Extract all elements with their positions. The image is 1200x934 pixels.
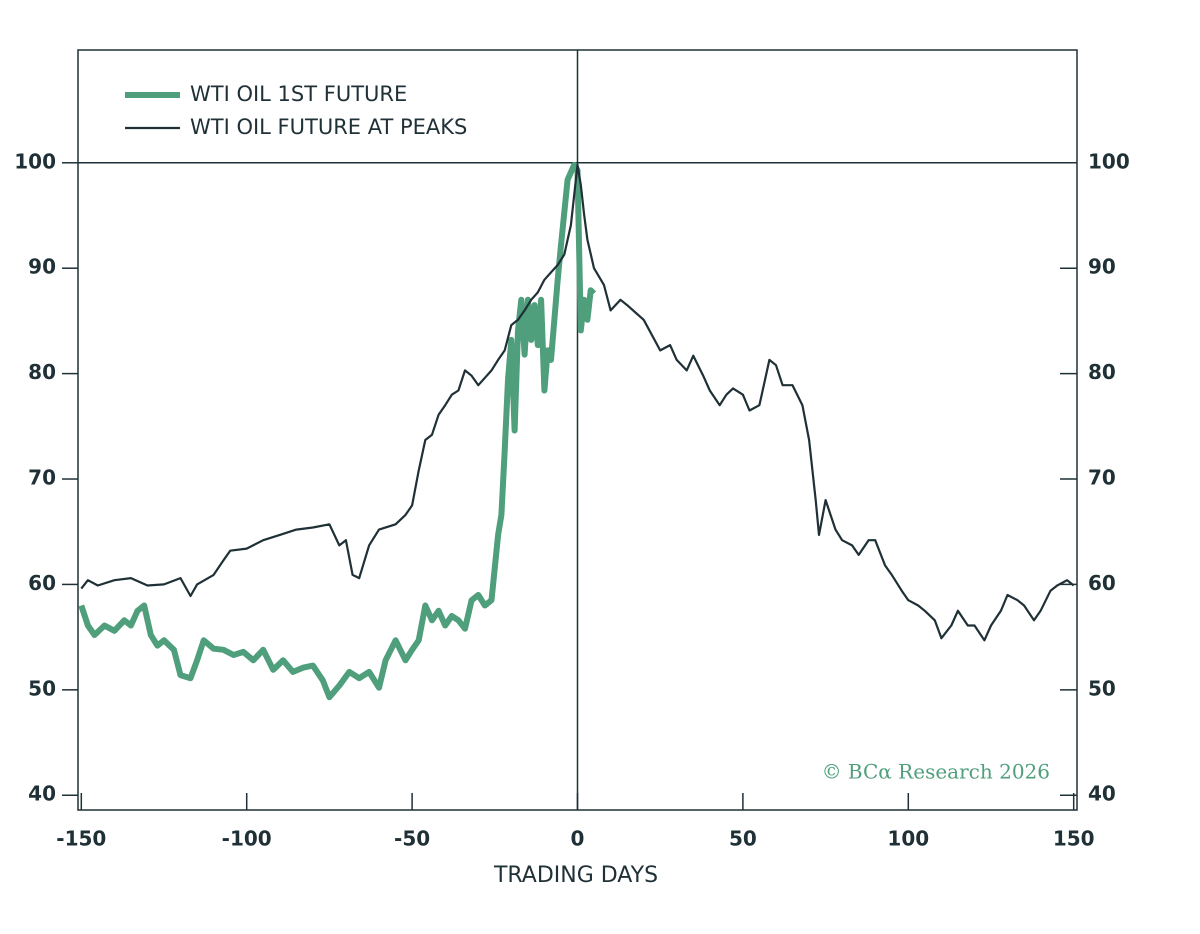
x-tick-label: -50 <box>394 827 430 851</box>
series-line <box>80 163 1075 642</box>
annotation: © BCα Research 2026 <box>822 760 1050 784</box>
x-tick-label: 150 <box>1053 827 1095 851</box>
y-tick-label: 70 <box>28 466 56 490</box>
x-tick-label: -100 <box>222 827 272 851</box>
y-tick-label: 50 <box>28 676 56 700</box>
y-tick-label: 80 <box>28 360 56 384</box>
y2-tick-label: 70 <box>1088 466 1116 490</box>
y2-tick-label: 100 <box>1088 149 1130 173</box>
x-tick-label: 50 <box>729 827 757 851</box>
y2-tick-label: 90 <box>1088 255 1116 279</box>
y-tick-label: 90 <box>28 255 56 279</box>
y2-tick-label: 60 <box>1088 571 1116 595</box>
legend-label: WTI OIL 1ST FUTURE <box>190 82 407 106</box>
y2-tick-label: 40 <box>1088 782 1116 806</box>
y-tick-label: 40 <box>28 782 56 806</box>
y-tick-label: 60 <box>28 571 56 595</box>
x-tick-label: 100 <box>887 827 929 851</box>
legend-label: WTI OIL FUTURE AT PEAKS <box>190 115 467 139</box>
y2-tick-label: 80 <box>1088 360 1116 384</box>
series-line <box>78 161 597 701</box>
x-tick-label: -150 <box>56 827 106 851</box>
x-axis-label: TRADING DAYS <box>493 863 658 888</box>
y-tick-label: 100 <box>14 149 56 173</box>
x-tick-label: 0 <box>571 827 585 851</box>
y2-tick-label: 50 <box>1088 676 1116 700</box>
